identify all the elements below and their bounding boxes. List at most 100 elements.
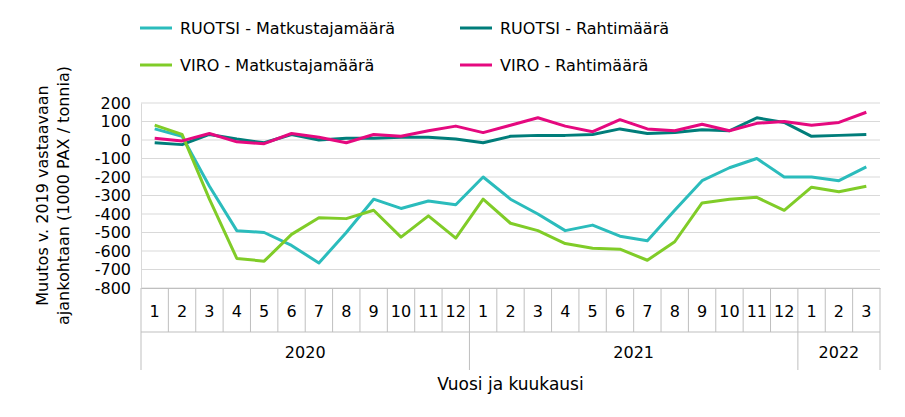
x-tick: 10 xyxy=(391,288,411,321)
x-tick-label: 10 xyxy=(719,302,739,321)
y-axis-line xyxy=(141,104,142,289)
x-separator xyxy=(496,288,497,332)
x-separator xyxy=(743,288,744,332)
x-separator xyxy=(797,288,798,370)
x-tick: 8 xyxy=(670,288,680,321)
x-tick-label: 4 xyxy=(232,302,242,321)
x-separator xyxy=(223,288,224,332)
x-tick-label: 11 xyxy=(418,302,438,321)
x-tick-label: 11 xyxy=(747,302,767,321)
y-tick: 200 xyxy=(100,94,141,113)
x-separator xyxy=(387,288,388,332)
x-separator xyxy=(661,288,662,332)
x-tick: 6 xyxy=(615,288,625,321)
grid-line xyxy=(141,103,880,104)
x-tick-label: 9 xyxy=(369,302,379,321)
y-tick: -700 xyxy=(95,260,141,279)
y-tick: -400 xyxy=(95,205,141,224)
y-tick: -100 xyxy=(95,149,141,168)
x-separator xyxy=(250,288,251,332)
x-tick-label: 2 xyxy=(505,302,515,321)
x-tick: 11 xyxy=(747,288,767,321)
chart: -800-700-600-500-400-300-200-1000100200M… xyxy=(0,0,905,417)
x-tick: 4 xyxy=(560,288,570,321)
grid-line xyxy=(141,251,880,252)
x-separator xyxy=(606,288,607,332)
grid-line xyxy=(141,158,880,159)
x-separator xyxy=(469,288,470,370)
x-tick-label: 5 xyxy=(588,302,598,321)
grid-line xyxy=(141,214,880,215)
grid-line xyxy=(141,269,880,270)
x-separator xyxy=(633,288,634,332)
x-separator xyxy=(168,288,169,332)
y-tick-label: -200 xyxy=(95,168,131,187)
x-group-label: 2021 xyxy=(613,343,654,362)
x-tick-label: 1 xyxy=(806,302,816,321)
legend-label: VIRO - Matkustajamäärä xyxy=(180,56,374,75)
x-tick: 4 xyxy=(232,288,242,321)
x-separator xyxy=(715,288,716,332)
x-tick: 3 xyxy=(204,288,214,321)
x-tick: 10 xyxy=(719,288,739,321)
y-tick-label: -800 xyxy=(95,279,131,298)
x-tick-label: 9 xyxy=(697,302,707,321)
y-tick-label: 200 xyxy=(100,94,131,113)
x-axis: 123456789101112123456789101112123 xyxy=(142,288,881,321)
x-tick-label: 10 xyxy=(391,302,411,321)
x-tick-label: 6 xyxy=(615,302,625,321)
x-axis-line xyxy=(142,288,881,289)
y-tick: -600 xyxy=(95,242,141,261)
x-tick: 7 xyxy=(314,288,324,321)
series-line xyxy=(155,112,867,143)
x-group-label: 2020 xyxy=(285,343,326,362)
x-separator xyxy=(414,288,415,332)
x-separator xyxy=(825,288,826,332)
legend-label: VIRO - Rahtimäärä xyxy=(500,56,648,75)
y-tick-label: -500 xyxy=(95,223,131,242)
x-tick-label: 1 xyxy=(150,302,160,321)
x-separator xyxy=(277,288,278,332)
legend-label: RUOTSI - Matkustajamäärä xyxy=(180,19,395,38)
x-tick: 12 xyxy=(446,288,466,321)
series-line xyxy=(155,125,867,261)
legend-key xyxy=(140,27,172,30)
x-tick: 2 xyxy=(505,288,515,321)
x-separator xyxy=(880,288,881,370)
x-tick-label: 3 xyxy=(861,302,871,321)
x-tick: 7 xyxy=(642,288,652,321)
x-separator xyxy=(578,288,579,332)
x-separator xyxy=(195,288,196,332)
x-tick-label: 3 xyxy=(533,302,543,321)
x-separator xyxy=(852,288,853,332)
y-tick-label: -600 xyxy=(95,242,131,261)
x-tick: 9 xyxy=(697,288,707,321)
x-tick: 6 xyxy=(286,288,296,321)
y-tick-label: 100 xyxy=(100,112,131,131)
y-tick: -200 xyxy=(95,168,141,187)
lines xyxy=(155,112,867,263)
x-tick: 1 xyxy=(806,288,816,321)
x-tick-label: 7 xyxy=(642,302,652,321)
y-axis-title-line: ajankohtaan (1000 PAX / tonnia) xyxy=(54,66,73,325)
x-tick-label: 12 xyxy=(774,302,794,321)
legend-key xyxy=(140,64,172,67)
y-tick: -500 xyxy=(95,223,141,242)
x-tick: 1 xyxy=(478,288,488,321)
x-tick-label: 12 xyxy=(446,302,466,321)
y-tick-label: -100 xyxy=(95,149,131,168)
x-tick: 12 xyxy=(774,288,794,321)
x-tick: 2 xyxy=(834,288,844,321)
x-axis-title: Vuosi ja kuukausi xyxy=(437,374,583,394)
x-tick-label: 4 xyxy=(560,302,570,321)
y-axis-title-line: Muutos v. 2019 vastaavaan xyxy=(33,85,52,305)
x-tick: 5 xyxy=(588,288,598,321)
x-tick-label: 2 xyxy=(834,302,844,321)
x-tick: 3 xyxy=(861,288,871,321)
x-separator xyxy=(359,288,360,332)
x-tick-label: 7 xyxy=(314,302,324,321)
x-tick-label: 1 xyxy=(478,302,488,321)
x-separator xyxy=(551,288,552,332)
x-tick: 8 xyxy=(341,288,351,321)
x-tick-label: 3 xyxy=(204,302,214,321)
